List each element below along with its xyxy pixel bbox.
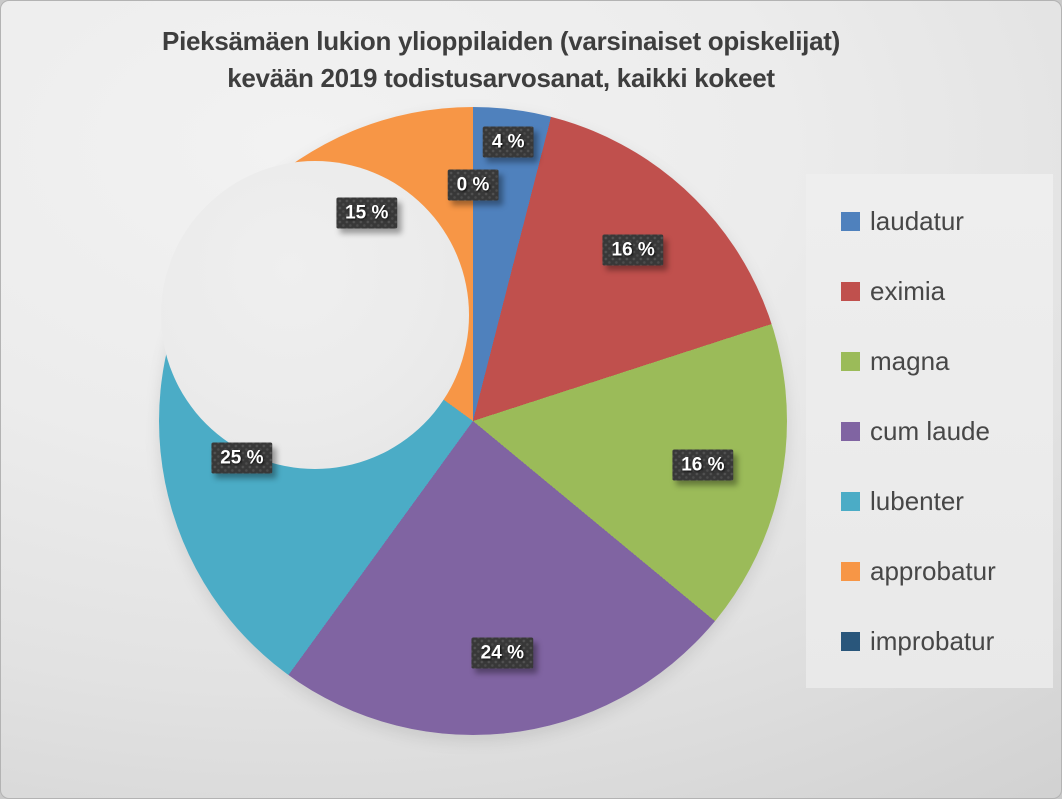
legend-label: magna	[870, 345, 950, 376]
legend-label: approbatur	[870, 555, 996, 586]
legend-item-magna: magna	[841, 329, 1053, 393]
legend-item-lubenter: lubenter	[841, 469, 1053, 533]
legend-item-cum-laude: cum laude	[841, 399, 1053, 463]
legend-swatch-icon	[841, 561, 860, 581]
data-label-approbatur: 15 %	[336, 197, 397, 228]
chart-title-line1: Pieksämäen lukion ylioppilaiden (varsina…	[162, 26, 840, 56]
data-label-laudatur: 4 %	[483, 127, 534, 158]
legend-swatch-icon	[841, 211, 860, 231]
legend-label: cum laude	[870, 415, 990, 446]
chart-legend: laudatur eximia magna cum laude lubenter appr…	[806, 174, 1053, 688]
data-label-cum-laude: 24 %	[472, 638, 533, 669]
data-label-magna: 16 %	[672, 449, 733, 480]
data-label-eximia: 16 %	[603, 235, 664, 266]
legend-item-approbatur: approbatur	[841, 539, 1053, 603]
legend-label: eximia	[870, 275, 946, 306]
data-label-improbatur: 0 %	[448, 170, 499, 201]
legend-item-laudatur: laudatur	[841, 189, 1053, 253]
legend-label: lubenter	[870, 485, 964, 516]
legend-label: improbatur	[870, 625, 995, 656]
legend-swatch-icon	[841, 351, 860, 371]
data-label-lubenter: 25 %	[211, 442, 272, 473]
legend-item-improbatur: improbatur	[841, 609, 1053, 673]
legend-swatch-icon	[841, 491, 860, 511]
donut-hole	[161, 161, 469, 469]
legend-swatch-icon	[841, 421, 860, 441]
legend-label: laudatur	[870, 205, 964, 236]
legend-item-eximia: eximia	[841, 259, 1053, 323]
legend-swatch-icon	[841, 281, 860, 301]
chart-title-line2: kevään 2019 todistusarvosanat, kaikki ko…	[227, 63, 775, 93]
chart-title: Pieksämäen lukion ylioppilaiden (varsina…	[1, 23, 1001, 97]
legend-swatch-icon	[841, 631, 860, 651]
